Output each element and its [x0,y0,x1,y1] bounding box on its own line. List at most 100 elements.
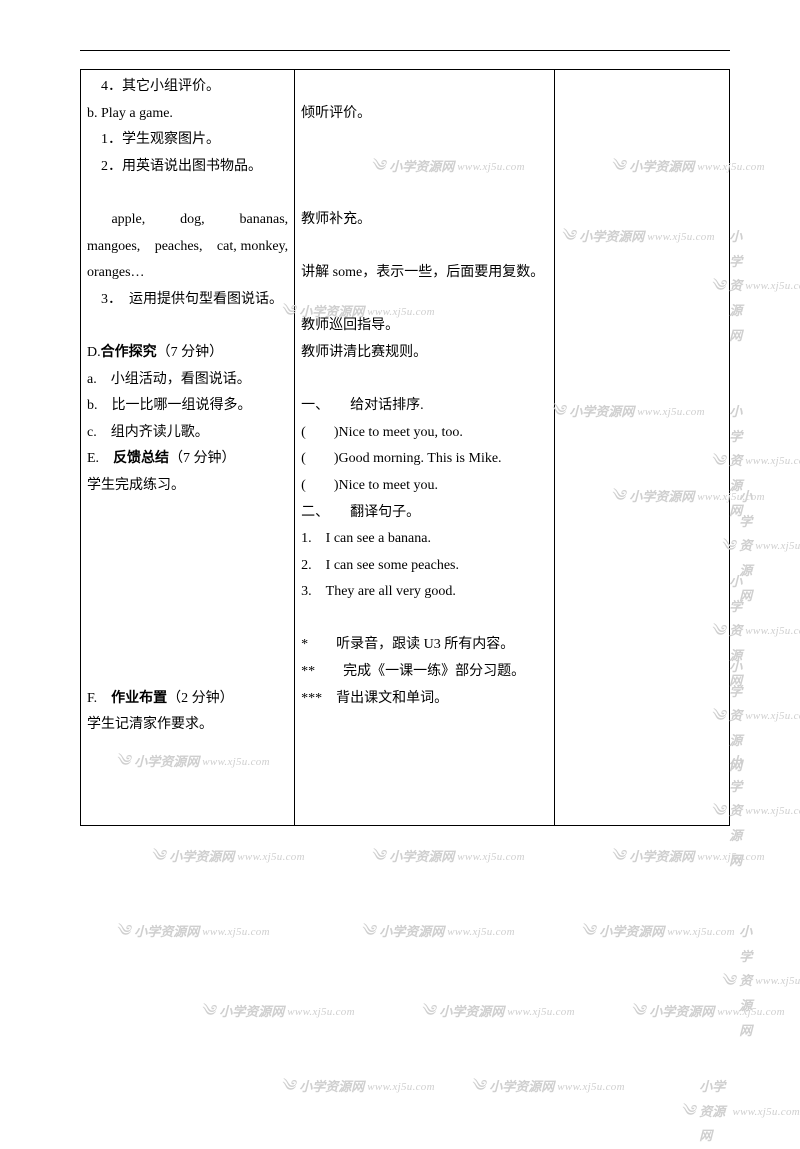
leaf-icon: ༄ [470,1079,485,1095]
exercise-item: 2. I can see some peaches. [301,553,548,580]
watermark: ༄ 小学资源网www.xj5u.com [720,920,800,1043]
watermark-brand: 小学资源网 [739,920,752,1043]
watermark: ༄小学资源网www.xj5u.com [630,1000,785,1025]
blank-line [301,180,548,207]
leaf-icon: ༄ [720,974,735,990]
watermark-brand: 小学资源网 [299,1075,364,1100]
watermark-url: www.xj5u.com [557,1077,625,1098]
text-line: 2．用英语说出图书物品。 [87,154,288,181]
text-line: b. Play a game. [87,101,288,128]
section-heading-d: D.合作探究（7 分钟） [87,340,288,367]
column-student-activity: 4．其它小组评价。 b. Play a game. 1．学生观察图片。 2．用英… [81,70,295,826]
section-label: F. [87,691,111,706]
text-line: b. 比一比哪一组说得多。 [87,393,288,420]
watermark-brand: 小学资源网 [219,1000,284,1025]
blank-line [301,154,548,181]
watermark-url: www.xj5u.com [287,1002,355,1023]
blank-line [301,287,548,314]
text-line: 教师讲清比赛规则。 [301,340,548,367]
leaf-icon: ༄ [280,1079,295,1095]
watermark: ༄小学资源网www.xj5u.com [115,920,270,945]
section-label: D. [87,345,101,360]
homework-item: *** 背出课文和单词。 [301,686,548,713]
section-time: （7 分钟） [169,451,236,466]
watermark-url: www.xj5u.com [202,922,270,943]
watermark-url: www.xj5u.com [755,971,800,992]
table-row: 4．其它小组评价。 b. Play a game. 1．学生观察图片。 2．用英… [81,70,730,826]
leaf-icon: ༄ [360,924,375,940]
watermark-url: www.xj5u.com [367,1077,435,1098]
watermark-brand: 小学资源网 [699,1075,729,1149]
blank-line [87,313,288,340]
blank-line [301,606,548,633]
text-line: 教师补充。 [301,207,548,234]
watermark-brand: 小学资源网 [489,1075,554,1100]
exercise-title: 一、 给对话排序. [301,393,548,420]
text-line: c. 组内齐读儿歌。 [87,420,288,447]
text-line: 讲解 some，表示一些，后面要用复数。 [301,260,548,287]
watermark-brand: 小学资源网 [649,1000,714,1025]
watermark: ༄小学资源网www.xj5u.com [280,1075,435,1100]
section-label: E. [87,451,113,466]
watermark-url: www.xj5u.com [732,1102,800,1123]
column-teacher-activity: 倾听评价。 教师补充。 讲解 some，表示一些，后面要用复数。 教师巡回指导。… [295,70,555,826]
blank-line [301,234,548,261]
watermark: ༄小学资源网www.xj5u.com [360,920,515,945]
text-line: 1．学生观察图片。 [87,127,288,154]
text-line: 学生记清家作要求。 [87,712,288,739]
watermark-url: www.xj5u.com [667,922,735,943]
watermark-url: www.xj5u.com [507,1002,575,1023]
blank-line [87,526,288,553]
text-line: 4．其它小组评价。 [87,74,288,101]
header-rule [80,50,730,51]
blank-line [87,765,288,792]
blank-line [87,500,288,527]
blank-line [301,127,548,154]
blank-line [87,553,288,580]
text-line: 倾听评价。 [301,101,548,128]
blank-line [301,74,548,101]
watermark: ༄小学资源网www.xj5u.com [470,1075,625,1100]
section-heading-e: E. 反馈总结（7 分钟） [87,446,288,473]
exercise-item: 3. They are all very good. [301,579,548,606]
leaf-icon: ༄ [200,1004,215,1020]
watermark-brand: 小学资源网 [439,1000,504,1025]
text-line: a. 小组活动，看图说话。 [87,367,288,394]
section-heading-f: F. 作业布置（2 分钟） [87,686,288,713]
blank-line [87,739,288,766]
leaf-icon: ༄ [420,1004,435,1020]
exercise-item: 1. I can see a banana. [301,526,548,553]
watermark: ༄小学资源网www.xj5u.com [200,1000,355,1025]
leaf-icon: ༄ [115,924,130,940]
lesson-plan-table: 4．其它小组评价。 b. Play a game. 1．学生观察图片。 2．用英… [80,69,730,826]
blank-line [87,792,288,819]
exercise-item: ( )Nice to meet you, too. [301,420,548,447]
exercise-title: 二、 翻译句子。 [301,500,548,527]
watermark-url: www.xj5u.com [717,1002,785,1023]
homework-item: * 听录音，跟读 U3 所有内容。 [301,632,548,659]
watermark-brand: 小学资源网 [379,920,444,945]
blank-line [87,579,288,606]
blank-line [301,367,548,394]
text-line: 教师巡回指导。 [301,313,548,340]
blank-line [87,180,288,207]
blank-line [87,659,288,686]
text-line: apple, dog, bananas, mangoes, peaches, c… [87,207,288,287]
watermark: ༄小学资源网www.xj5u.com [580,920,735,945]
watermark: ༄小学资源网www.xj5u.com [680,1075,800,1149]
exercise-item: ( )Good morning. This is Mike. [301,446,548,473]
text-line: 学生完成练习。 [87,473,288,500]
leaf-icon: ༄ [680,1104,695,1120]
watermark-url: www.xj5u.com [447,922,515,943]
section-title: 反馈总结 [113,451,169,466]
section-title: 作业布置 [111,691,167,706]
leaf-icon: ༄ [580,924,595,940]
exercise-item: ( )Nice to meet you. [301,473,548,500]
watermark: ༄小学资源网www.xj5u.com [420,1000,575,1025]
leaf-icon: ༄ [630,1004,645,1020]
blank-line [87,632,288,659]
text-line: 3． 运用提供句型看图说话。 [87,287,288,314]
blank-line [87,606,288,633]
watermark-brand: 小学资源网 [599,920,664,945]
watermark-brand: 小学资源网 [134,920,199,945]
